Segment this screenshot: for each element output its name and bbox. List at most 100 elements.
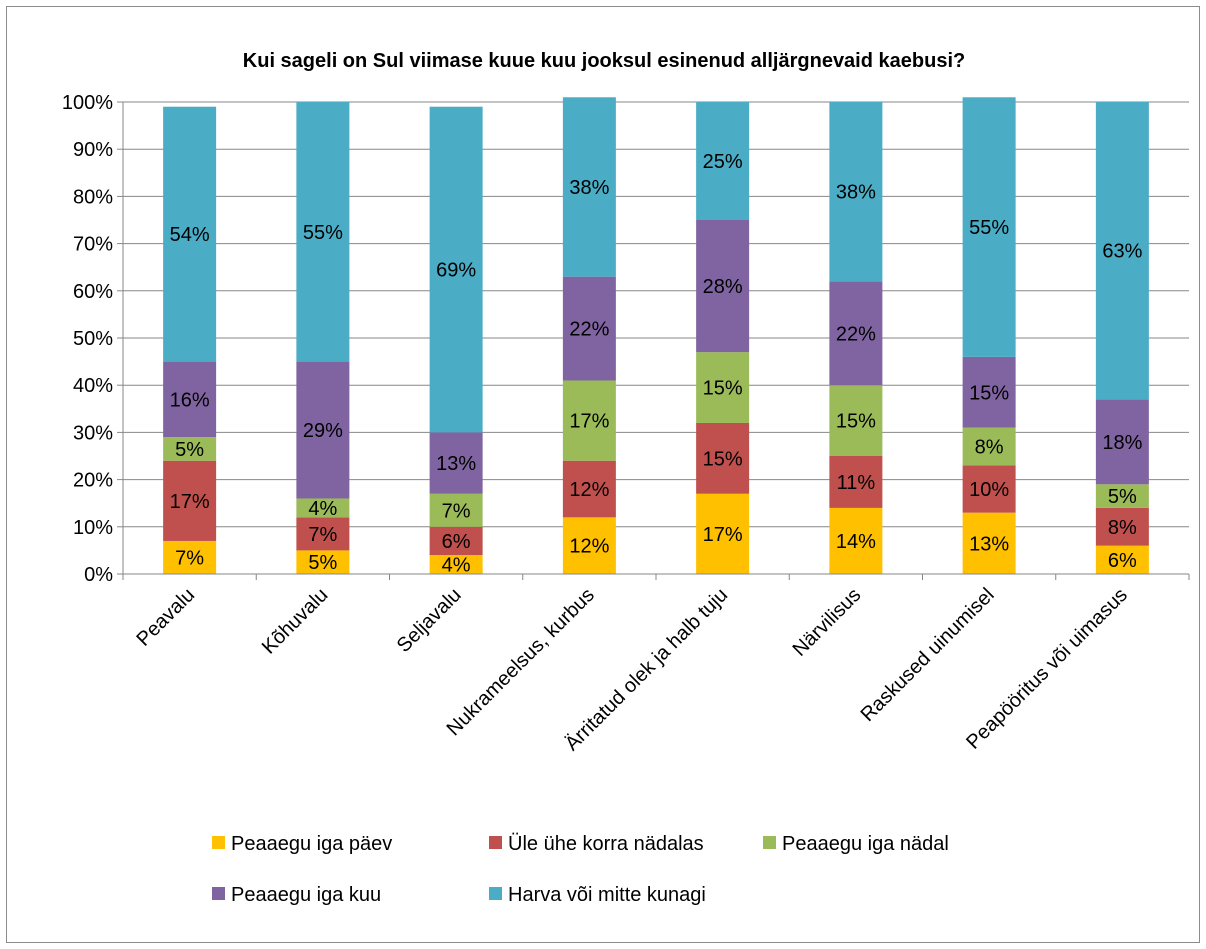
data-label: 12% xyxy=(569,479,609,501)
data-label: 8% xyxy=(1108,517,1137,539)
bar-segment xyxy=(429,493,483,527)
bar-segment xyxy=(829,456,883,508)
bar-segment xyxy=(696,220,750,353)
category-label: Raskused uinumisel xyxy=(857,584,999,726)
data-label: 5% xyxy=(175,439,204,461)
data-label: 11% xyxy=(837,472,876,494)
bar-segment xyxy=(296,550,350,574)
bar-segment xyxy=(696,493,750,574)
bar-segment xyxy=(829,507,883,574)
data-label: 69% xyxy=(436,260,476,282)
y-tick-label: 20% xyxy=(73,470,113,492)
bar-segment xyxy=(429,106,483,433)
y-tick-label: 50% xyxy=(73,328,113,350)
y-tick-label: 90% xyxy=(73,139,113,161)
bar-segment xyxy=(296,517,350,551)
y-tick-label: 60% xyxy=(73,281,113,303)
legend-label: Üle ühe korra nädalas xyxy=(508,833,704,855)
legend-label: Peaaegu iga nädal xyxy=(782,833,949,855)
bar-segment xyxy=(562,460,616,518)
bar-segment xyxy=(163,540,217,574)
bar-segment xyxy=(1095,399,1149,485)
y-tick-label: 10% xyxy=(73,517,113,539)
y-tick-label: 80% xyxy=(73,186,113,208)
bar-segment xyxy=(962,465,1016,513)
data-label: 8% xyxy=(975,437,1004,459)
data-label: 14% xyxy=(836,531,876,553)
data-label: 5% xyxy=(308,552,337,574)
data-label: 17% xyxy=(703,524,743,546)
data-label: 54% xyxy=(170,224,210,246)
data-label: 55% xyxy=(303,222,343,244)
bar-segment xyxy=(296,102,350,362)
legend-swatch xyxy=(489,836,502,849)
bar-segment xyxy=(1095,545,1149,574)
bar-segment xyxy=(829,102,883,282)
legend-swatch xyxy=(212,836,225,849)
data-label: 7% xyxy=(308,524,337,546)
bar-segment xyxy=(429,526,483,556)
data-label: 12% xyxy=(569,536,609,558)
legend-swatch xyxy=(212,887,225,900)
bar-segment xyxy=(1095,484,1149,508)
legend-label: Harva või mitte kunagi xyxy=(508,884,706,906)
bar-segment xyxy=(296,361,350,499)
data-label: 15% xyxy=(836,411,876,433)
data-label: 13% xyxy=(436,453,476,475)
bar-segment xyxy=(562,517,616,574)
data-label: 4% xyxy=(442,555,471,577)
y-tick-label: 40% xyxy=(73,375,113,397)
bar-segment xyxy=(829,281,883,386)
data-label: 5% xyxy=(1108,486,1137,508)
bar-segment xyxy=(562,276,616,381)
bar-segment xyxy=(163,106,217,362)
data-label: 28% xyxy=(703,276,743,298)
data-label: 22% xyxy=(836,323,876,345)
data-label: 25% xyxy=(703,151,743,173)
legend-swatch xyxy=(489,887,502,900)
bar-segment xyxy=(1095,102,1149,400)
data-label: 6% xyxy=(442,531,471,553)
data-label: 4% xyxy=(308,498,337,520)
bar-segment xyxy=(163,437,217,461)
data-label: 17% xyxy=(569,411,609,433)
bar-segment xyxy=(962,512,1016,574)
category-label: Kõhuvalu xyxy=(258,584,333,659)
axes: 0% 10% 20% 30% 40% 50% 60% 70% 80% 90% 100% xyxy=(62,92,1190,586)
data-label: 7% xyxy=(175,547,204,569)
data-label: 16% xyxy=(170,389,210,411)
data-label: 6% xyxy=(1108,550,1137,572)
legend-item: Peaaegu iga nädal xyxy=(763,833,949,855)
data-label: 29% xyxy=(303,420,343,442)
bar-segment xyxy=(696,352,750,423)
chart-title: Kui sageli on Sul viimase kuue kuu jooks… xyxy=(243,50,965,72)
legend-item: Üle ühe korra nädalas xyxy=(489,833,704,855)
y-tick-label: 0% xyxy=(84,564,113,586)
data-label: 38% xyxy=(836,182,876,204)
bar-segment xyxy=(962,97,1016,357)
bar-segment xyxy=(163,361,217,438)
data-label: 17% xyxy=(170,491,210,513)
bar-segment xyxy=(962,427,1016,466)
y-tick-label: 100% xyxy=(62,92,113,114)
category-label: Nukrameelsus, kurbus xyxy=(443,584,599,740)
data-label: 15% xyxy=(703,378,743,400)
bar-segment xyxy=(296,498,350,518)
data-label: 22% xyxy=(569,319,609,341)
category-label: Närvilisus xyxy=(789,584,866,661)
bar-segment xyxy=(163,460,217,541)
data-label: 7% xyxy=(442,500,471,522)
bars xyxy=(163,97,1149,574)
bar-segment xyxy=(1095,507,1149,546)
chart-frame: Kui sageli on Sul viimase kuue kuu jooks… xyxy=(6,6,1200,943)
data-label: 13% xyxy=(969,533,1009,555)
data-label: 15% xyxy=(969,382,1009,404)
data-label: 18% xyxy=(1102,432,1142,454)
legend-label: Peaaegu iga päev xyxy=(231,833,392,855)
legend-item: Harva või mitte kunagi xyxy=(489,884,706,906)
bar-segment xyxy=(562,380,616,461)
legend-label: Peaaegu iga kuu xyxy=(231,884,381,906)
data-label: 55% xyxy=(969,217,1009,239)
data-label: 10% xyxy=(969,479,1009,501)
y-tick-label: 30% xyxy=(73,422,113,444)
